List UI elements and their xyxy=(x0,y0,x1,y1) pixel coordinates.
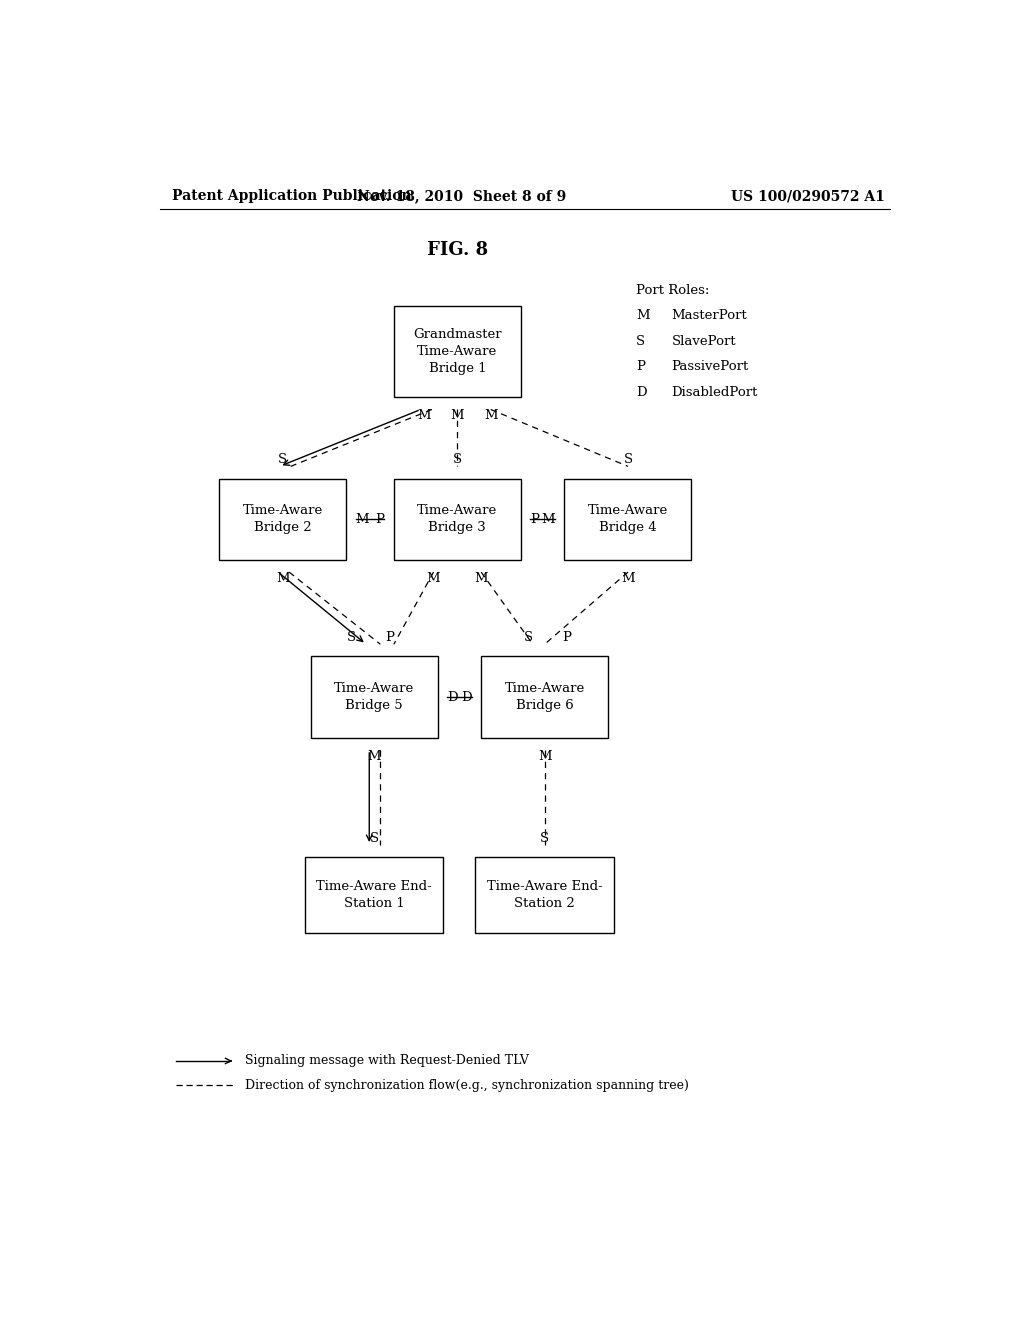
Text: P: P xyxy=(636,360,645,374)
Text: Time-Aware End-
Station 1: Time-Aware End- Station 1 xyxy=(316,880,432,911)
Bar xyxy=(481,656,608,738)
Text: Time-Aware
Bridge 2: Time-Aware Bridge 2 xyxy=(243,504,323,535)
Text: P: P xyxy=(385,631,394,644)
Text: P: P xyxy=(530,512,540,525)
Text: M: M xyxy=(474,572,488,585)
Text: P: P xyxy=(562,631,571,644)
Text: Time-Aware
Bridge 4: Time-Aware Bridge 4 xyxy=(588,504,668,535)
Text: S: S xyxy=(279,453,288,466)
Bar xyxy=(475,857,614,933)
Text: Time-Aware
Bridge 6: Time-Aware Bridge 6 xyxy=(505,682,585,711)
Text: Grandmaster
Time-Aware
Bridge 1: Grandmaster Time-Aware Bridge 1 xyxy=(413,327,502,375)
Bar xyxy=(394,306,521,397)
Text: Time-Aware End-
Station 2: Time-Aware End- Station 2 xyxy=(486,880,602,911)
Text: S: S xyxy=(624,453,633,466)
Text: M: M xyxy=(636,309,649,322)
Text: D: D xyxy=(447,690,458,704)
Text: M: M xyxy=(427,572,440,585)
Text: M: M xyxy=(542,512,555,525)
Text: S: S xyxy=(540,832,549,845)
Text: M: M xyxy=(538,750,552,763)
Text: S: S xyxy=(453,453,462,466)
Text: US 100/0290572 A1: US 100/0290572 A1 xyxy=(731,189,885,203)
Text: S: S xyxy=(347,631,356,644)
Text: M: M xyxy=(484,409,498,422)
Text: Patent Application Publication: Patent Application Publication xyxy=(172,189,412,203)
Text: FIG. 8: FIG. 8 xyxy=(427,240,487,259)
Text: M: M xyxy=(355,512,370,525)
Text: PassivePort: PassivePort xyxy=(672,360,749,374)
Text: Signaling message with Request-Denied TLV: Signaling message with Request-Denied TL… xyxy=(245,1055,528,1068)
Text: M: M xyxy=(275,572,290,585)
Text: Direction of synchronization flow(e.g., synchronization spanning tree): Direction of synchronization flow(e.g., … xyxy=(245,1078,688,1092)
Text: Port Roles:: Port Roles: xyxy=(636,284,710,297)
Bar xyxy=(394,479,521,560)
Bar xyxy=(310,656,437,738)
Text: S: S xyxy=(370,832,379,845)
Text: S: S xyxy=(524,631,534,644)
Text: SlavePort: SlavePort xyxy=(672,335,736,348)
Text: DisabledPort: DisabledPort xyxy=(672,385,758,399)
Text: P: P xyxy=(376,512,384,525)
Text: M: M xyxy=(622,572,635,585)
Text: M: M xyxy=(368,750,381,763)
Text: Time-Aware
Bridge 3: Time-Aware Bridge 3 xyxy=(417,504,498,535)
Bar xyxy=(219,479,346,560)
Text: Nov. 18, 2010  Sheet 8 of 9: Nov. 18, 2010 Sheet 8 of 9 xyxy=(356,189,566,203)
Text: D: D xyxy=(636,385,646,399)
Text: MasterPort: MasterPort xyxy=(672,309,748,322)
Text: Time-Aware
Bridge 5: Time-Aware Bridge 5 xyxy=(334,682,414,711)
Text: M: M xyxy=(417,409,431,422)
Bar xyxy=(564,479,691,560)
Text: D: D xyxy=(461,690,472,704)
Bar xyxy=(304,857,443,933)
Text: S: S xyxy=(636,335,645,348)
Text: M: M xyxy=(451,409,464,422)
